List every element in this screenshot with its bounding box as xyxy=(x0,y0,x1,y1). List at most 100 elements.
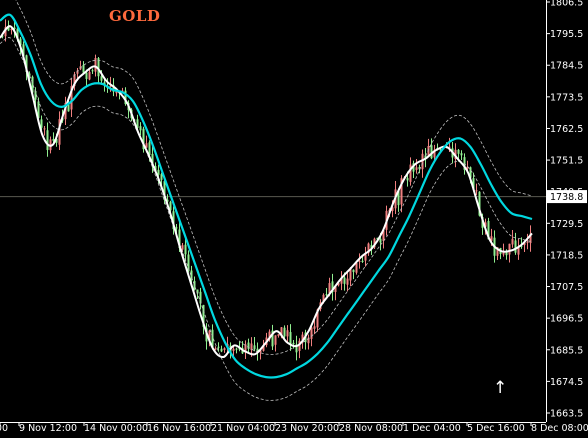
candle-body xyxy=(13,27,16,29)
y-tick-label: 1674.5 xyxy=(550,377,583,388)
candle-body xyxy=(358,260,361,262)
y-tick-label: 1806.5 xyxy=(550,0,583,9)
upper-band-line xyxy=(15,0,533,355)
candle-body xyxy=(310,327,313,339)
candle-body xyxy=(406,178,409,181)
candle-body xyxy=(343,277,346,284)
candle-body xyxy=(190,270,193,281)
candle-body xyxy=(295,344,298,353)
x-tick-label: 1 Dec 04:00 xyxy=(403,423,461,434)
candle-body xyxy=(298,340,301,352)
y-tick-label: 1663.5 xyxy=(550,409,583,420)
candle-body xyxy=(175,227,178,229)
candle-body xyxy=(322,294,325,302)
current-price-tag xyxy=(547,190,587,204)
x-tick-label: 23 Nov 20:00 xyxy=(275,423,339,434)
candle-body xyxy=(484,222,487,227)
x-tick-label: 28 Nov 08:00 xyxy=(339,423,403,434)
candle-body xyxy=(124,90,127,105)
candle-body xyxy=(22,44,25,56)
candle-body xyxy=(523,241,526,246)
candle-body xyxy=(502,252,505,255)
candle-body xyxy=(46,130,49,150)
candle-body xyxy=(196,289,199,294)
candle-body xyxy=(418,166,421,170)
candle-body xyxy=(382,230,385,242)
candle-body xyxy=(361,260,364,262)
candle-body xyxy=(169,201,172,211)
candle-body xyxy=(76,70,79,74)
x-tick-label: 9 Nov 12:00 xyxy=(19,423,77,434)
candle-body xyxy=(496,247,499,256)
candle-body xyxy=(151,153,154,165)
candle-body xyxy=(112,85,115,92)
up-arrow-icon[interactable]: ↑ xyxy=(493,378,508,398)
x-tick-label: 8 Dec 08:00 xyxy=(531,423,588,434)
candle-body xyxy=(508,243,511,255)
candle-body xyxy=(517,247,520,255)
y-tick-label: 1707.5 xyxy=(550,282,583,293)
candle-body xyxy=(286,330,289,337)
candle-body xyxy=(199,291,202,304)
candle-body xyxy=(181,245,184,250)
candle-body xyxy=(85,72,88,79)
candle-body xyxy=(232,348,235,351)
candle-body xyxy=(352,269,355,273)
candle-body xyxy=(505,250,508,256)
candle-body xyxy=(160,174,163,180)
candle-body xyxy=(379,238,382,243)
candle-body xyxy=(58,119,61,145)
candle-body xyxy=(526,241,529,243)
candle-body xyxy=(439,149,442,151)
candle-body xyxy=(52,139,55,141)
candle-body xyxy=(208,330,211,341)
candle-body xyxy=(268,331,271,340)
candle-body xyxy=(346,278,349,285)
candle-body xyxy=(55,138,58,143)
candle-body xyxy=(370,245,373,249)
candle-body xyxy=(1,35,4,37)
candle-body xyxy=(217,346,220,348)
candle-body xyxy=(331,281,334,293)
candle-body xyxy=(475,190,478,192)
candle-body xyxy=(4,27,7,37)
candle-body xyxy=(25,55,28,72)
candle-body xyxy=(163,181,166,199)
y-tick-label: 1729.5 xyxy=(550,219,583,230)
candle-body xyxy=(220,348,223,352)
candle-body xyxy=(391,207,394,212)
x-tick-label: 5 Dec 16:00 xyxy=(467,423,525,434)
y-tick-label: 1685.5 xyxy=(550,345,583,356)
candle-body xyxy=(19,38,22,46)
candle-body xyxy=(16,28,19,38)
candle-body xyxy=(511,238,514,245)
candle-body xyxy=(334,286,337,293)
y-tick-label: 1762.5 xyxy=(550,124,583,135)
candle-body xyxy=(28,73,31,76)
x-tick-label: 16 Nov 16:00 xyxy=(147,423,211,434)
candle-body xyxy=(400,178,403,205)
candle-body xyxy=(355,262,358,273)
candle-body xyxy=(136,119,139,128)
candle-body xyxy=(427,146,430,158)
candle-body xyxy=(166,199,169,202)
candle-body xyxy=(139,126,142,131)
ma-white-line xyxy=(0,25,533,359)
candle-body xyxy=(349,267,352,281)
candle-body xyxy=(235,348,238,350)
candle-body xyxy=(148,142,151,155)
candle-body xyxy=(43,128,46,130)
candle-body xyxy=(88,71,91,80)
candle-body xyxy=(223,348,226,350)
y-tick-label: 1795.5 xyxy=(550,29,583,40)
candle-body xyxy=(469,167,472,178)
candle-body xyxy=(253,345,256,350)
candle-body xyxy=(316,309,319,328)
candle-body xyxy=(178,229,181,249)
ma-cyan-line xyxy=(0,13,533,379)
lower-band-line xyxy=(0,37,533,401)
candle-body xyxy=(64,103,67,120)
candle-body xyxy=(259,350,262,353)
candle-body xyxy=(460,153,463,156)
